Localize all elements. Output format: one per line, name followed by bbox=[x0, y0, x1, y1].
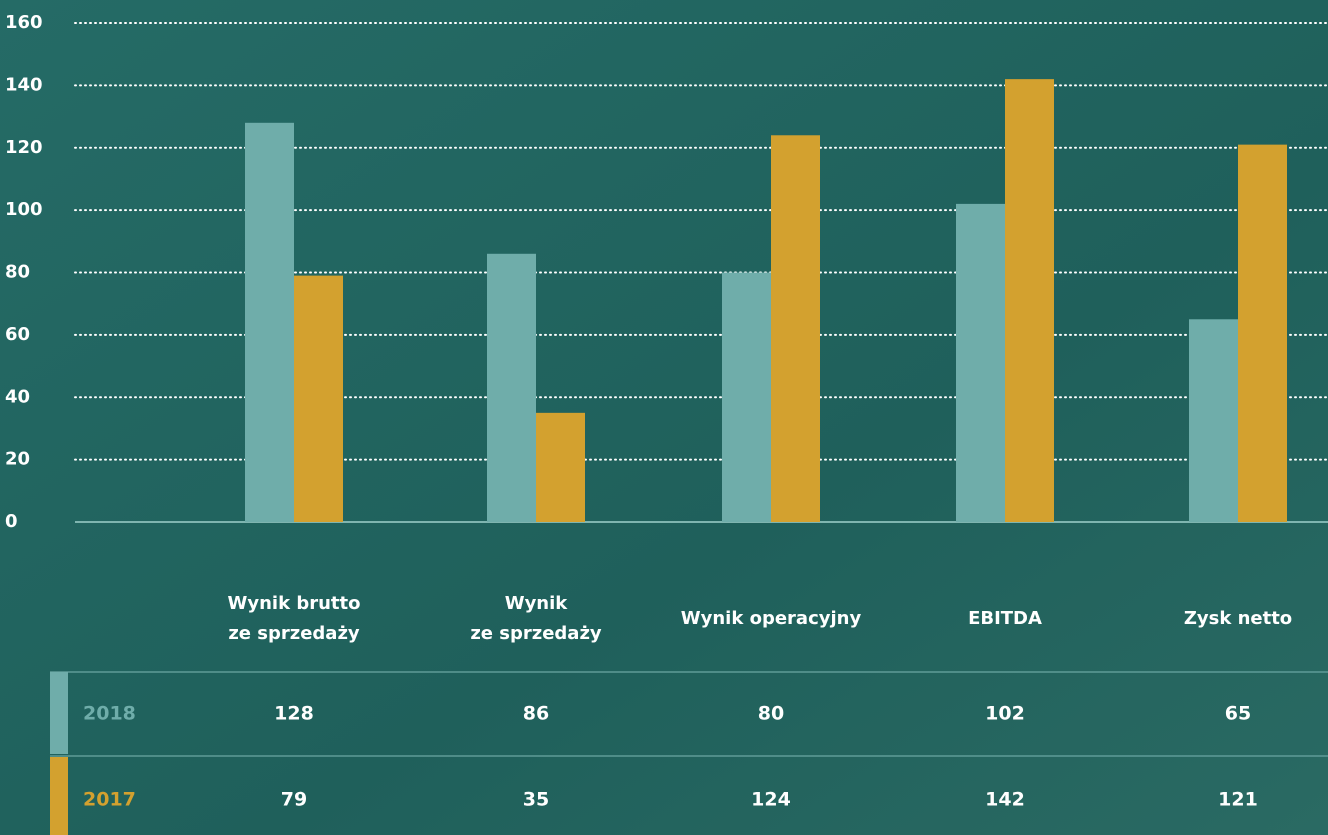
bar bbox=[294, 276, 343, 522]
table-value: 121 bbox=[1218, 789, 1258, 811]
legend-swatch bbox=[50, 672, 68, 754]
x-tick-label-line: Wynik bbox=[505, 593, 569, 614]
legend-label: 2018 bbox=[83, 703, 136, 725]
bar bbox=[487, 254, 536, 522]
chart: 0 20 40 60 80 100 120 140 160 Wynik brutto ze sprz… bbox=[0, 0, 1328, 835]
table-value: 35 bbox=[523, 789, 549, 811]
bar bbox=[536, 413, 585, 522]
table-value: 102 bbox=[985, 703, 1025, 725]
x-tick-label: Zysk netto bbox=[1184, 608, 1292, 629]
x-tick-label: Wynik operacyjny bbox=[681, 608, 862, 629]
table-value: 80 bbox=[758, 703, 784, 725]
y-tick-label: 20 bbox=[5, 449, 30, 470]
y-tick-label: 80 bbox=[5, 262, 30, 283]
bar bbox=[245, 123, 294, 522]
bar bbox=[1238, 145, 1287, 522]
page: 0 20 40 60 80 100 120 140 160 Wynik brutto ze sprz… bbox=[0, 0, 1328, 835]
y-tick-label: 120 bbox=[5, 137, 43, 158]
bar bbox=[771, 135, 820, 522]
legend-swatch bbox=[50, 757, 68, 835]
table-value: 65 bbox=[1225, 703, 1251, 725]
y-tick-label: 0 bbox=[5, 511, 18, 532]
table-value: 79 bbox=[281, 789, 307, 811]
y-tick-label: 40 bbox=[5, 386, 30, 407]
y-tick-label: 160 bbox=[5, 12, 43, 33]
table-value: 124 bbox=[751, 789, 791, 811]
table-value: 128 bbox=[274, 703, 314, 725]
x-tick-label-line: EBITDA bbox=[968, 608, 1042, 629]
x-tick-label-line: Zysk netto bbox=[1184, 608, 1292, 629]
y-tick-label: 100 bbox=[5, 199, 43, 220]
background bbox=[0, 0, 1328, 835]
x-tick-label-line: ze sprzedaży bbox=[228, 623, 360, 644]
x-tick-label-line: ze sprzedaży bbox=[470, 623, 602, 644]
x-tick-label-line: Wynik operacyjny bbox=[681, 608, 862, 629]
bar bbox=[956, 204, 1005, 522]
x-tick-label-line: Wynik brutto bbox=[228, 593, 361, 614]
legend-label: 2017 bbox=[83, 789, 136, 811]
table-value: 86 bbox=[523, 703, 549, 725]
table-value: 142 bbox=[985, 789, 1025, 811]
x-tick-label: EBITDA bbox=[968, 608, 1042, 629]
y-tick-label: 140 bbox=[5, 74, 43, 95]
y-tick-label: 60 bbox=[5, 324, 30, 345]
bar bbox=[722, 273, 771, 523]
bar bbox=[1005, 79, 1054, 522]
bar bbox=[1189, 319, 1238, 522]
